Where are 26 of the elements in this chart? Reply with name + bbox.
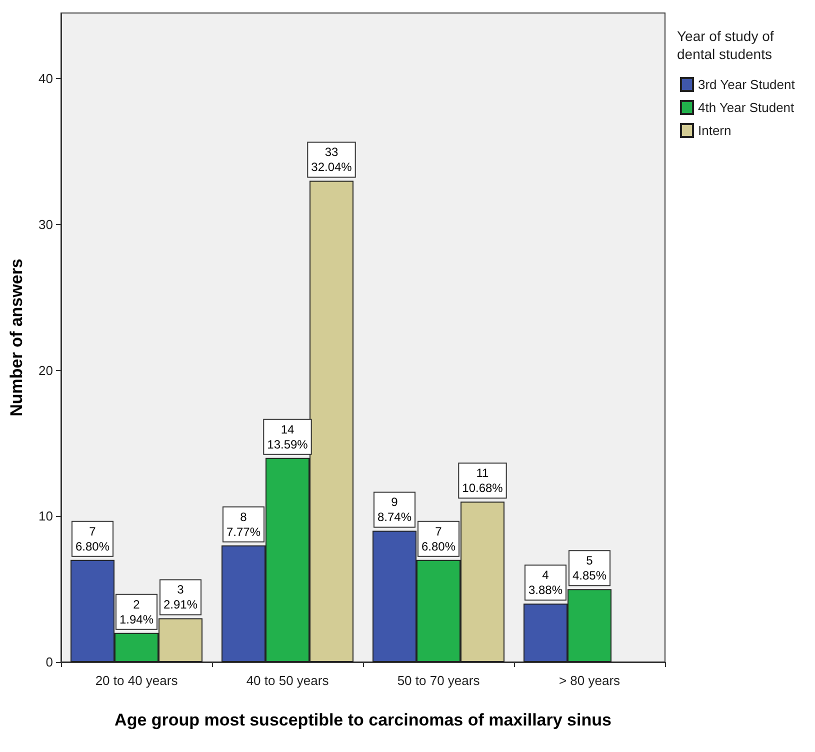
x-tick-label: 20 to 40 years	[95, 673, 178, 688]
data-label: 8 7.77%	[226, 510, 261, 539]
x-tick-label: 40 to 50 years	[246, 673, 330, 688]
y-tick-label: 10	[38, 508, 53, 524]
x-tick-label: 50 to 70 years	[397, 673, 480, 688]
y-tick-label: 30	[38, 216, 53, 232]
data-label: 4 3.88%	[528, 568, 563, 598]
data-label: 11 10.68%	[462, 466, 504, 496]
legend-label: Intern	[698, 123, 732, 138]
legend-label: 4th Year Student	[698, 100, 795, 115]
y-axis-title: Number of answers	[7, 258, 26, 416]
legend-title: Year of study of dental students	[677, 28, 778, 62]
legend-label: 3rd Year Student	[698, 77, 796, 92]
data-label: 7 6.80%	[75, 524, 110, 554]
x-axis-title: Age group most susceptible to carcinomas of maxillary sinus	[114, 710, 612, 730]
data-label: 9 8.74%	[377, 495, 412, 524]
y-tick-label: 20	[38, 362, 53, 378]
data-label: 2 1.94%	[119, 597, 154, 626]
data-label: 3 2.91%	[163, 582, 198, 612]
data-label: 5 4.85%	[572, 554, 607, 583]
data-label: 14 13.59%	[267, 422, 308, 452]
y-tick-label: 0	[46, 654, 53, 670]
data-label: 7 6.80%	[421, 524, 456, 554]
y-tick-label: 40	[38, 71, 53, 86]
x-tick-label: > 80 years	[558, 673, 621, 688]
data-label: 33 32.04%	[311, 145, 352, 174]
